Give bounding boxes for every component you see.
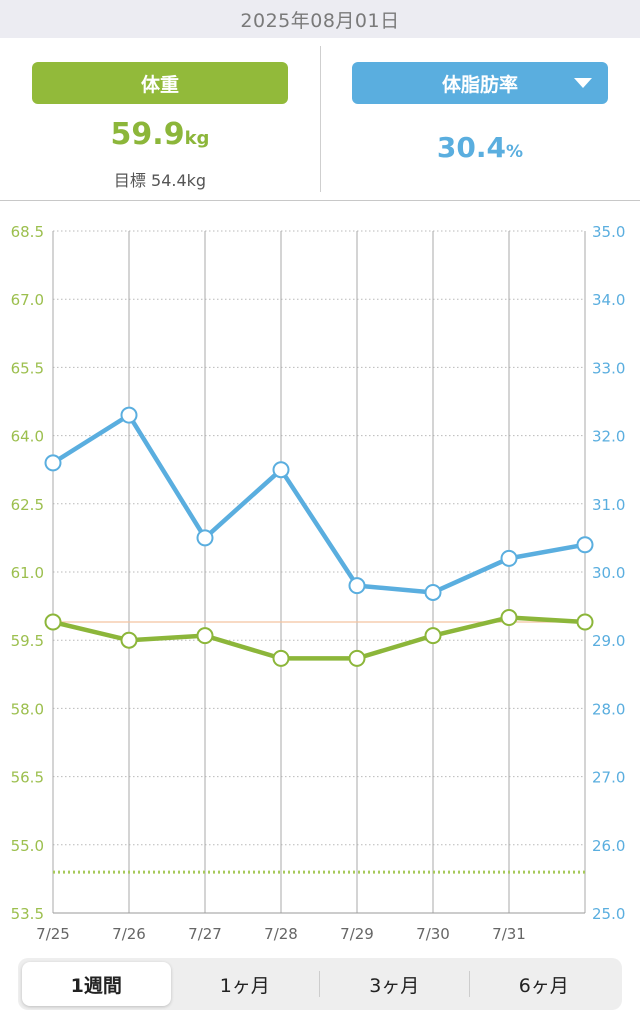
x-axis-tick-label: 7/26 bbox=[112, 925, 146, 943]
body-fat-dropdown-button[interactable]: 体脂肪率 bbox=[352, 62, 608, 104]
body-fat-number: 30.4 bbox=[436, 131, 507, 164]
x-axis-tick-label: 7/31 bbox=[492, 925, 526, 943]
weight-data-point bbox=[424, 627, 442, 645]
body-fat-data-point bbox=[576, 536, 594, 554]
x-axis-tick-label: 7/27 bbox=[188, 925, 222, 943]
right-axis-tick-label: 28.0 bbox=[592, 700, 625, 718]
goal-weight: 目標 54.4kg bbox=[32, 167, 288, 191]
body-fat-data-point bbox=[348, 577, 366, 595]
weight-data-point bbox=[348, 649, 366, 667]
date-header: 2025年08月01日 bbox=[0, 0, 640, 38]
right-axis-tick-label: 33.0 bbox=[592, 359, 625, 377]
weight-label: 体重 bbox=[140, 73, 179, 96]
period-3-month-button[interactable]: 3ヶ月 bbox=[320, 962, 469, 1006]
left-axis-tick-label: 53.5 bbox=[11, 905, 44, 923]
period-selector: 1週間 1ヶ月 3ヶ月 6ヶ月 bbox=[18, 958, 622, 1010]
weight-data-point bbox=[120, 631, 138, 649]
weight-data-point bbox=[500, 608, 518, 626]
right-axis-tick-label: 35.0 bbox=[592, 223, 625, 241]
right-axis-tick-label: 34.0 bbox=[592, 291, 625, 309]
body-fat-data-point bbox=[196, 529, 214, 547]
right-axis-tick-label: 31.0 bbox=[592, 496, 625, 514]
weight-tab-button[interactable]: 体重 bbox=[32, 62, 288, 104]
weight-number: 59.9 bbox=[110, 117, 185, 152]
right-axis-tick-label: 27.0 bbox=[592, 769, 625, 787]
period-1-week-button[interactable]: 1週間 bbox=[22, 962, 171, 1006]
period-label: 1週間 bbox=[70, 974, 122, 997]
body-fat-data-point bbox=[500, 549, 518, 567]
goal-value: 54.4kg bbox=[151, 171, 207, 190]
body-fat-series-line bbox=[50, 412, 588, 595]
body-fat-value: 30.4% bbox=[352, 131, 608, 164]
trend-chart: 68.5 67.0 65.5 64.0 62.5 61.0 59.5 58.0 56.5 55.0… bbox=[11, 223, 626, 943]
period-label: 3ヶ月 bbox=[369, 974, 420, 997]
left-axis-tick-label: 58.0 bbox=[11, 700, 44, 718]
weight-data-point bbox=[272, 649, 290, 667]
period-6-month-button[interactable]: 6ヶ月 bbox=[470, 962, 619, 1006]
period-separator bbox=[319, 971, 320, 997]
left-axis-tick-label: 64.0 bbox=[11, 428, 44, 446]
weight-unit: kg bbox=[184, 128, 210, 149]
left-axis-tick-label: 61.0 bbox=[11, 564, 44, 582]
summary-bottom-divider bbox=[0, 200, 640, 201]
left-axis-tick-label: 55.0 bbox=[11, 837, 44, 855]
period-label: 1ヶ月 bbox=[219, 974, 270, 997]
left-axis-tick-label: 68.5 bbox=[11, 223, 44, 241]
left-axis-tick-label: 67.0 bbox=[11, 291, 44, 309]
right-axis-tick-label: 32.0 bbox=[592, 428, 625, 446]
x-axis-tick-label: 7/28 bbox=[264, 925, 298, 943]
weight-data-point bbox=[196, 627, 214, 645]
body-fat-unit: % bbox=[506, 142, 524, 162]
weight-data-point bbox=[44, 613, 62, 631]
period-separator bbox=[468, 971, 470, 997]
body-fat-data-point bbox=[120, 406, 138, 424]
x-axis-tick-label: 7/25 bbox=[36, 925, 70, 943]
body-fat-label: 体脂肪率 bbox=[441, 73, 518, 96]
summary-divider bbox=[320, 46, 321, 192]
period-1-month-button[interactable]: 1ヶ月 bbox=[171, 962, 320, 1006]
date-label: 2025年08月01日 bbox=[240, 9, 400, 32]
weight-data-point bbox=[576, 613, 594, 631]
weight-series-line bbox=[50, 615, 588, 661]
right-axis-tick-label: 26.0 bbox=[592, 837, 625, 855]
body-fat-data-point bbox=[424, 583, 442, 601]
triangle-down-icon bbox=[574, 78, 592, 88]
body-fat-data-point bbox=[272, 461, 290, 479]
left-axis-tick-label: 56.5 bbox=[11, 769, 44, 787]
right-axis-tick-label: 30.0 bbox=[592, 564, 625, 582]
left-axis-tick-label: 59.5 bbox=[11, 632, 44, 650]
x-axis-tick-label: 7/29 bbox=[340, 925, 374, 943]
right-axis-tick-label: 29.0 bbox=[592, 632, 625, 650]
body-fat-data-point bbox=[44, 454, 62, 472]
left-axis-tick-label: 65.5 bbox=[11, 359, 44, 377]
right-axis-tick-label: 25.0 bbox=[592, 905, 625, 923]
weight-value: 59.9kg bbox=[32, 117, 288, 152]
left-axis-tick-label: 62.5 bbox=[11, 496, 44, 514]
x-axis-tick-label: 7/30 bbox=[416, 925, 450, 943]
period-label: 6ヶ月 bbox=[518, 974, 569, 997]
goal-label: 目標 bbox=[113, 171, 146, 190]
